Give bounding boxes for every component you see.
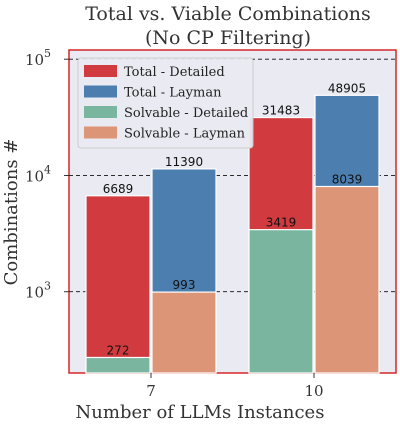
- x-axis-label: Number of LLMs Instances: [76, 402, 325, 423]
- bars: [85, 94, 380, 374]
- legend-entry: Total - Layman: [124, 86, 222, 101]
- x-tick-label: 10: [304, 382, 323, 400]
- bar-value-label: 31483: [262, 104, 300, 118]
- bar-value-label: 8039: [332, 172, 363, 186]
- legend-swatch: [84, 65, 117, 77]
- legend-swatch: [84, 106, 117, 118]
- bar-solvable-detailed-10: [248, 229, 314, 374]
- legend-entry: Solvable - Detailed: [124, 106, 248, 121]
- bar-value-label: 993: [173, 278, 196, 292]
- y-axis-label: Combinations #: [1, 139, 22, 286]
- y-tick-label: 104: [25, 163, 51, 185]
- x-tick-label: 7: [146, 382, 156, 400]
- legend-entry: Solvable - Layman: [124, 127, 246, 142]
- bar-value-label: 48905: [328, 81, 366, 95]
- bar-value-label: 272: [107, 343, 130, 357]
- bar-value-label: 3419: [266, 216, 297, 230]
- legend: Total - Detailed Total - Layman Solvable -…: [77, 57, 254, 149]
- y-axis-ticks: 103 104 105: [25, 47, 69, 302]
- y-tick-label: 103: [25, 280, 51, 302]
- x-axis-ticks: 7 10: [146, 373, 324, 400]
- bar-value-label: 6689: [103, 182, 134, 196]
- legend-swatch: [84, 85, 117, 98]
- legend-entry: Total - Detailed: [124, 65, 225, 80]
- chart-title-line-1: Total vs. Viable Combinations: [85, 3, 371, 25]
- chart-title-line-2: (No CP Filtering): [145, 27, 311, 49]
- bar-value-labels: 6689 31483 11390 48905 272 3419 993 8039: [103, 81, 366, 357]
- bar-solvable-layman-10: [314, 185, 380, 374]
- bar-value-label: 11390: [165, 155, 203, 169]
- bar-solvable-layman-7: [151, 291, 217, 374]
- bar-total-detailed-7: [85, 195, 151, 374]
- y-tick-label: 105: [25, 47, 51, 69]
- bar-solvable-detailed-7: [85, 356, 151, 374]
- legend-swatch: [84, 126, 117, 139]
- legend-box: [77, 57, 254, 149]
